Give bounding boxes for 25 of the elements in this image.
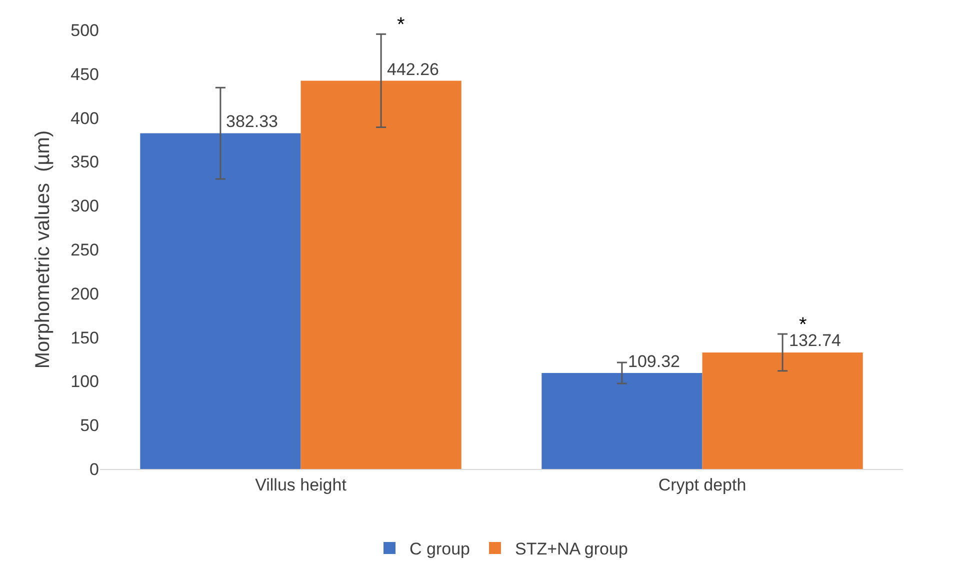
y-tick-label: 400	[70, 108, 99, 128]
data-label: 109.32	[628, 352, 680, 371]
x-tick-label: Crypt depth	[658, 475, 746, 494]
bar	[542, 373, 702, 469]
bar	[702, 352, 863, 469]
y-tick-label: 100	[70, 372, 99, 392]
legend-label: STZ+NA group	[514, 540, 628, 559]
y-tick-label: 150	[70, 328, 99, 348]
y-axis-title: Morphometric values (µm)	[32, 130, 54, 369]
y-tick-label: 200	[70, 284, 99, 304]
data-label: 382.33	[226, 112, 278, 131]
y-tick-label: 50	[80, 416, 99, 436]
bar	[300, 80, 462, 469]
y-tick-label: 250	[70, 240, 99, 260]
y-tick-label: 450	[70, 64, 99, 84]
y-tick-label: 350	[70, 152, 99, 172]
bar	[140, 133, 301, 469]
data-label: 132.74	[789, 331, 841, 350]
x-tick-label: Villus height	[255, 475, 347, 494]
y-tick-label: 500	[70, 20, 99, 40]
annotation: *	[397, 14, 405, 36]
data-label: 442.26	[387, 60, 439, 79]
y-tick-label: 0	[90, 460, 99, 479]
y-tick-label: 300	[70, 196, 99, 216]
legend-label: C group	[410, 540, 470, 559]
